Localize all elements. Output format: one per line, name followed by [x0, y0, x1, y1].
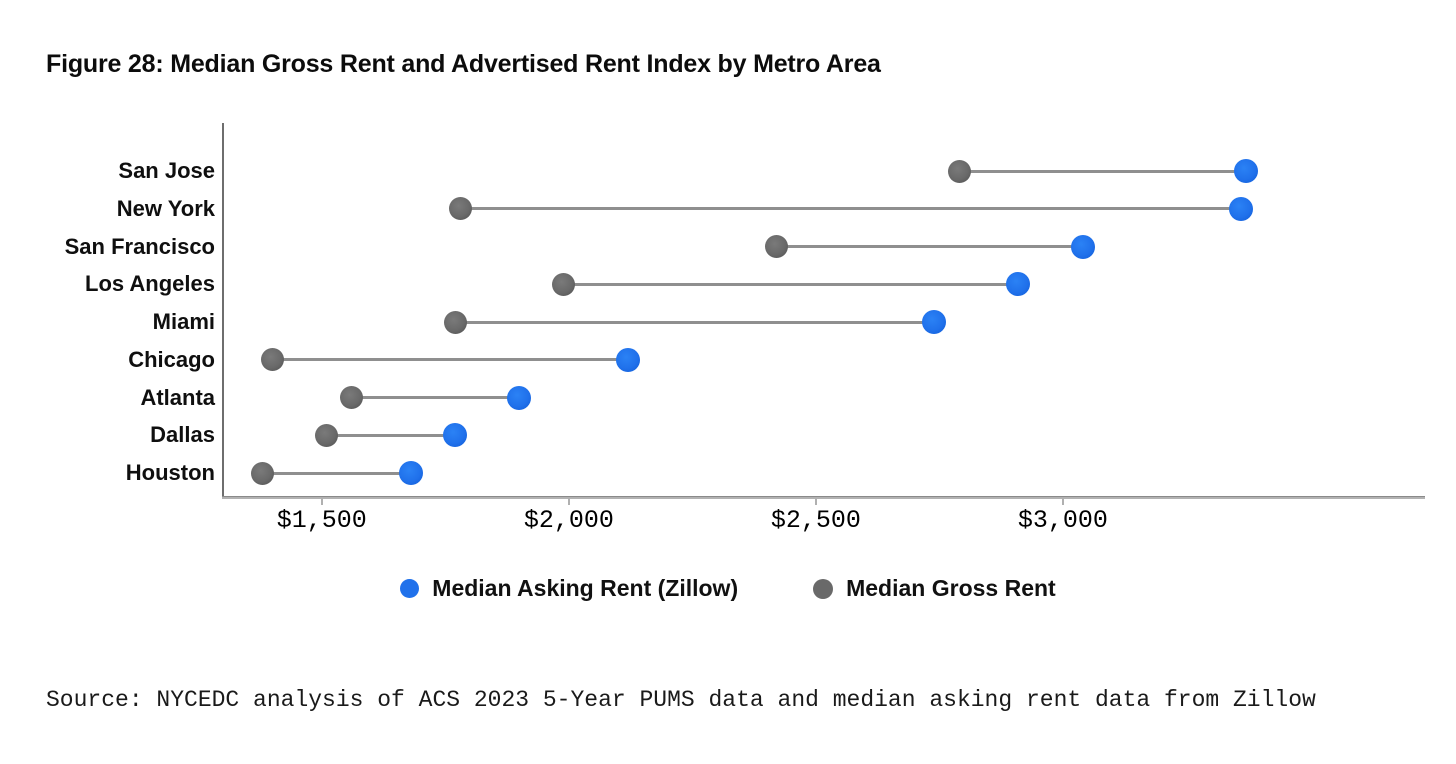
connector-line — [776, 245, 1083, 248]
asking-rent-dot — [1070, 234, 1095, 259]
asking-rent-dot — [1233, 159, 1258, 183]
asking-rent-dot — [443, 423, 468, 448]
legend-dot-icon — [813, 578, 834, 599]
connector-line — [959, 169, 1246, 173]
legend-item: Median Asking Rent (Zillow) — [400, 575, 738, 602]
gross-rent-dot — [764, 235, 788, 258]
y-axis-label: Chicago — [128, 346, 215, 372]
legend-label: Median Gross Rent — [846, 575, 1056, 601]
gross-rent-dot — [552, 272, 576, 296]
asking-rent-dot — [1006, 272, 1031, 297]
gross-rent-dot — [315, 423, 339, 447]
x-tick-label: $1,500 — [276, 506, 367, 535]
source-note: Source: NYCEDC analysis of ACS 2023 5-Ye… — [46, 687, 1316, 713]
gross-rent-dot — [260, 348, 284, 372]
y-axis-label: Houston — [125, 460, 215, 485]
legend-label: Median Asking Rent (Zillow) — [432, 575, 739, 601]
asking-rent-dot — [1228, 196, 1253, 221]
gross-rent-dot — [443, 310, 467, 334]
connector-line — [272, 358, 629, 362]
chart-legend: Median Asking Rent (Zillow) Median Gross … — [0, 575, 1456, 602]
y-axis-label: Miami — [152, 309, 215, 334]
y-axis-line — [222, 123, 224, 497]
connector-line — [455, 320, 935, 324]
y-axis-label: Los Angeles — [85, 271, 215, 297]
connector-line — [326, 433, 456, 437]
gross-rent-dot — [339, 386, 363, 409]
legend-item: Median Gross Rent — [813, 575, 1056, 602]
connector-line — [563, 282, 1019, 286]
asking-rent-dot — [507, 385, 532, 410]
connector-line — [262, 471, 411, 475]
asking-rent-dot — [922, 310, 947, 334]
y-axis-label: San Francisco — [64, 233, 215, 259]
figure-title: Figure 28: Median Gross Rent and Adverti… — [46, 50, 881, 78]
x-tick-label: $2,500 — [770, 506, 861, 535]
x-tick-label: $2,000 — [523, 506, 614, 535]
gross-rent-dot — [251, 461, 275, 485]
x-tick — [814, 498, 817, 505]
x-tick — [567, 498, 570, 505]
y-axis-label: San Jose — [118, 158, 215, 183]
x-axis-line — [222, 496, 1425, 499]
gross-rent-dot — [947, 159, 971, 183]
connector-line — [351, 396, 520, 399]
y-axis-label: Dallas — [150, 422, 215, 448]
y-axis-label: New York — [116, 195, 215, 221]
x-tick — [1061, 498, 1064, 505]
asking-rent-dot — [616, 347, 641, 372]
legend-dot-icon — [400, 579, 420, 598]
x-tick — [320, 498, 323, 505]
x-tick-label: $3,000 — [1017, 506, 1108, 535]
gross-rent-dot — [448, 197, 472, 221]
asking-rent-dot — [398, 461, 423, 485]
y-axis-label: Atlanta — [140, 384, 215, 410]
connector-line — [460, 207, 1241, 211]
